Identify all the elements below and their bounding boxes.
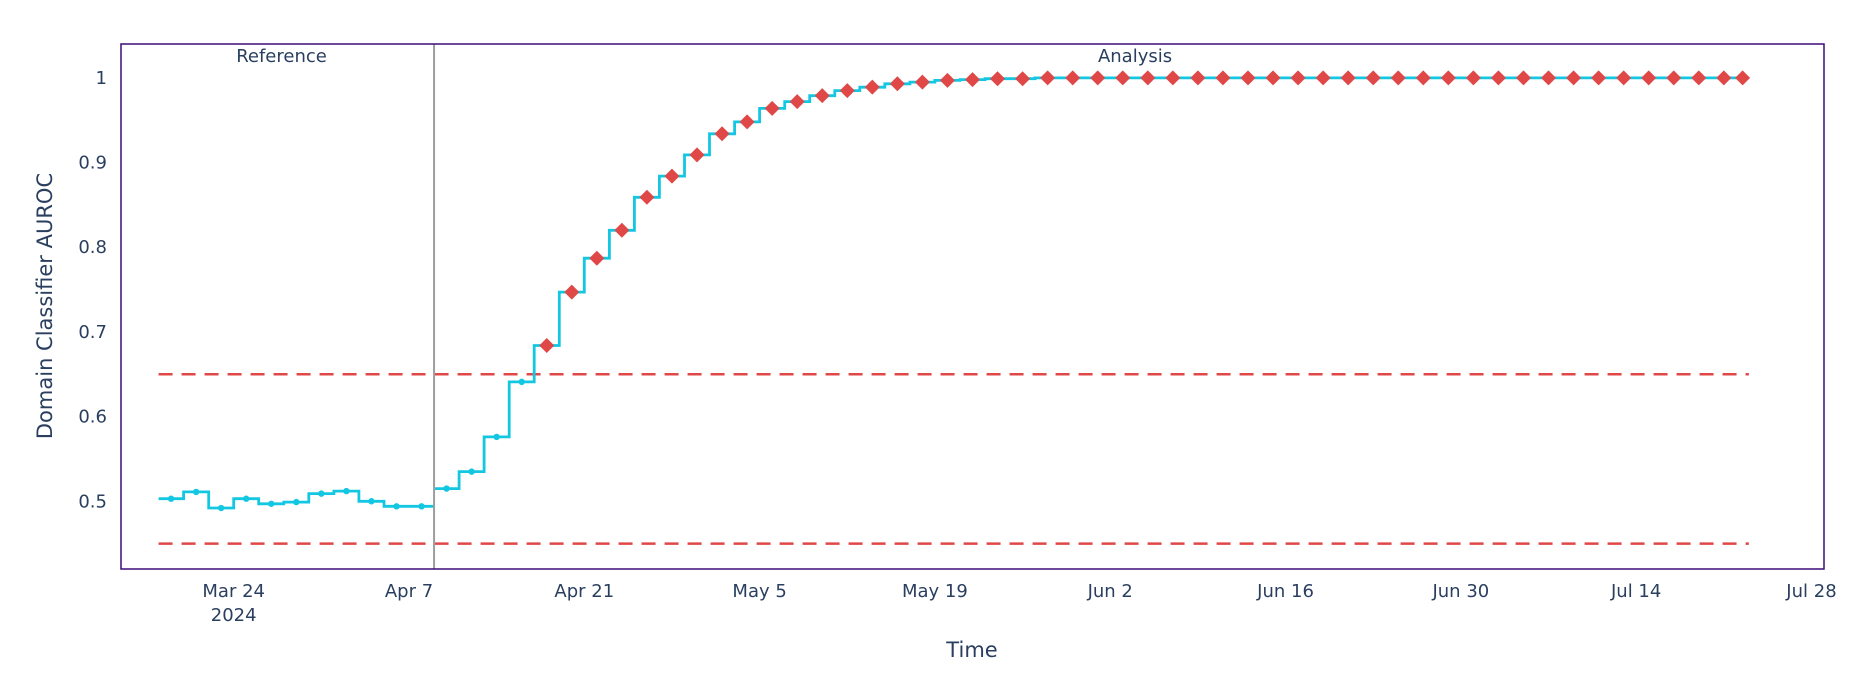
y-tick-label: 0.6 (78, 407, 107, 428)
alert-marker (965, 72, 980, 88)
data-point-marker (167, 495, 175, 502)
period-labels: Reference Analysis (236, 46, 1172, 67)
alert-marker (1190, 70, 1206, 86)
alert-marker (1390, 70, 1406, 86)
x-axis-title: Time (945, 638, 997, 662)
alert-marker (1415, 70, 1431, 86)
period-label-reference: Reference (236, 46, 327, 67)
alert-marker (639, 189, 655, 205)
data-point-marker (243, 495, 250, 502)
alert-marker (1515, 70, 1531, 86)
alert-marker (1641, 70, 1657, 86)
x-tick-label: Apr 7 (385, 581, 433, 602)
data-point-marker (518, 378, 525, 386)
x-tick-label: Jun 30 (1431, 581, 1489, 602)
alert-marker (814, 88, 830, 104)
plot-frame (120, 43, 1825, 570)
alert-marker (789, 94, 805, 110)
alert-marker (764, 100, 780, 116)
alert-marker (739, 114, 755, 130)
data-point-marker (443, 485, 450, 492)
alert-marker (1716, 70, 1732, 86)
y-tick-label: 0.9 (78, 153, 107, 174)
alert-marker (864, 79, 880, 95)
x-tick-label: Jul 14 (1610, 581, 1661, 602)
data-point-marker (418, 503, 425, 510)
data-point-marker (268, 500, 275, 507)
alert-marker (589, 250, 605, 266)
alert-marker (1165, 70, 1181, 86)
y-tick-label: 0.8 (78, 237, 107, 258)
alert-marker (839, 83, 855, 99)
x-tick-label: Apr 21 (554, 581, 614, 602)
axis-ticks: 0.5 0.6 0.7 0.8 0.9 1 Mar 24 2024 Apr 7 Apr 21 May… (78, 68, 1836, 626)
alert-marker (689, 147, 705, 163)
alert-marker (990, 71, 1006, 87)
alert-marker (1340, 70, 1356, 86)
y-tick-label: 1 (96, 68, 107, 89)
data-markers (167, 70, 1751, 512)
alert-marker (1040, 70, 1056, 86)
data-point-marker (318, 490, 325, 497)
alert-marker (1065, 70, 1081, 86)
alert-marker (1616, 70, 1632, 86)
alert-marker (614, 222, 630, 238)
x-tick-label: May 19 (902, 581, 968, 602)
alert-marker (1265, 70, 1281, 86)
alert-marker (889, 76, 905, 92)
data-point-marker (217, 504, 225, 512)
period-label-analysis: Analysis (1098, 46, 1172, 67)
x-tick-label: Mar 24 (202, 581, 265, 602)
alert-marker (1290, 70, 1306, 86)
alert-marker (1115, 70, 1131, 86)
data-point-marker (468, 468, 475, 475)
x-tick-year-label: 2024 (211, 605, 257, 626)
alert-marker (714, 126, 730, 142)
alert-marker (1691, 70, 1707, 86)
alert-marker (1365, 70, 1381, 86)
alert-marker (1666, 70, 1682, 86)
alert-marker (1440, 70, 1456, 86)
alert-marker (1735, 70, 1751, 86)
y-tick-label: 0.5 (78, 491, 107, 512)
alert-marker (914, 74, 930, 90)
alert-marker (539, 337, 555, 353)
data-point-marker (393, 503, 400, 510)
data-point-marker (343, 487, 350, 495)
x-tick-label: Jun 16 (1256, 581, 1314, 602)
alert-marker (1315, 70, 1331, 86)
y-axis-title: Domain Classifier AUROC (33, 173, 57, 439)
alert-marker (1591, 70, 1607, 86)
alert-marker (1215, 70, 1231, 86)
data-point-marker (192, 488, 200, 496)
alert-marker (1090, 70, 1106, 86)
alert-marker (1240, 70, 1256, 86)
alert-marker (564, 284, 580, 300)
alert-marker (1490, 70, 1506, 86)
threshold-lines (158, 372, 1749, 545)
series-line-reference (158, 489, 435, 510)
alert-marker (1566, 70, 1582, 86)
alert-marker (1465, 70, 1481, 86)
data-point-marker (493, 433, 500, 441)
x-tick-label: May 5 (732, 581, 786, 602)
data-point-marker (368, 498, 375, 505)
data-point-marker (293, 498, 300, 506)
alert-marker (1541, 70, 1557, 86)
y-tick-label: 0.7 (78, 322, 107, 343)
alert-marker (1015, 71, 1031, 87)
x-tick-label: Jun 2 (1087, 581, 1133, 602)
x-tick-label: Jul 28 (1785, 581, 1836, 602)
alert-marker (1140, 70, 1156, 86)
alert-marker (664, 168, 680, 184)
alert-marker (939, 72, 955, 88)
